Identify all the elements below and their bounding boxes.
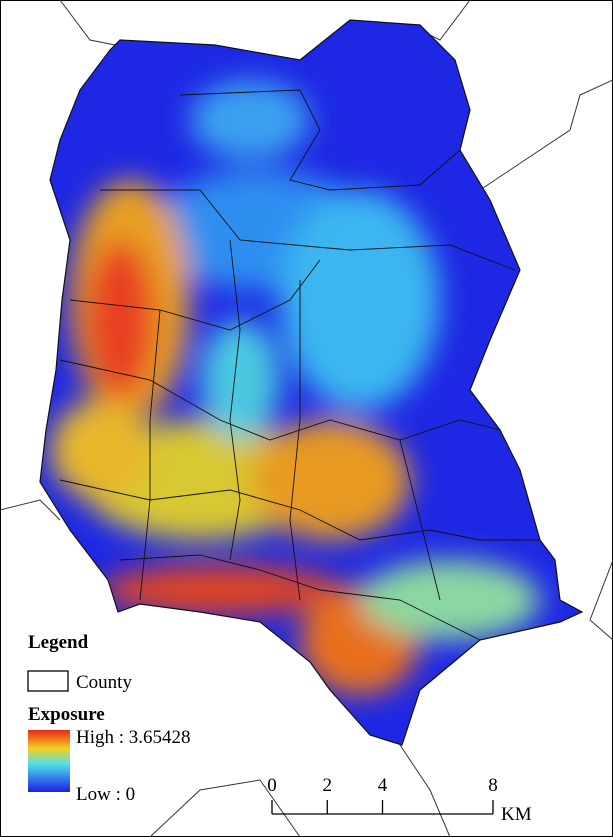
scale-tick-label: 8	[488, 775, 498, 796]
county-label: County	[76, 672, 132, 693]
legend-title: Legend	[28, 632, 89, 653]
low-label: Low : 0	[76, 784, 135, 805]
scale-tick-label: 2	[323, 775, 333, 796]
scale-unit: KM	[501, 804, 532, 825]
color-ramp	[28, 730, 70, 792]
scale-bar: 0 2 4 8KM	[267, 775, 531, 825]
legend: Legend County Exposure High : 3.65428 Lo…	[27, 632, 191, 805]
scale-tick-label: 4	[378, 775, 388, 796]
scale-tick-label: 0	[267, 775, 277, 796]
county-boundaries	[59, 89, 540, 641]
high-label: High : 3.65428	[76, 727, 191, 748]
layer-title: Exposure	[28, 704, 105, 725]
county-swatch	[27, 670, 69, 692]
